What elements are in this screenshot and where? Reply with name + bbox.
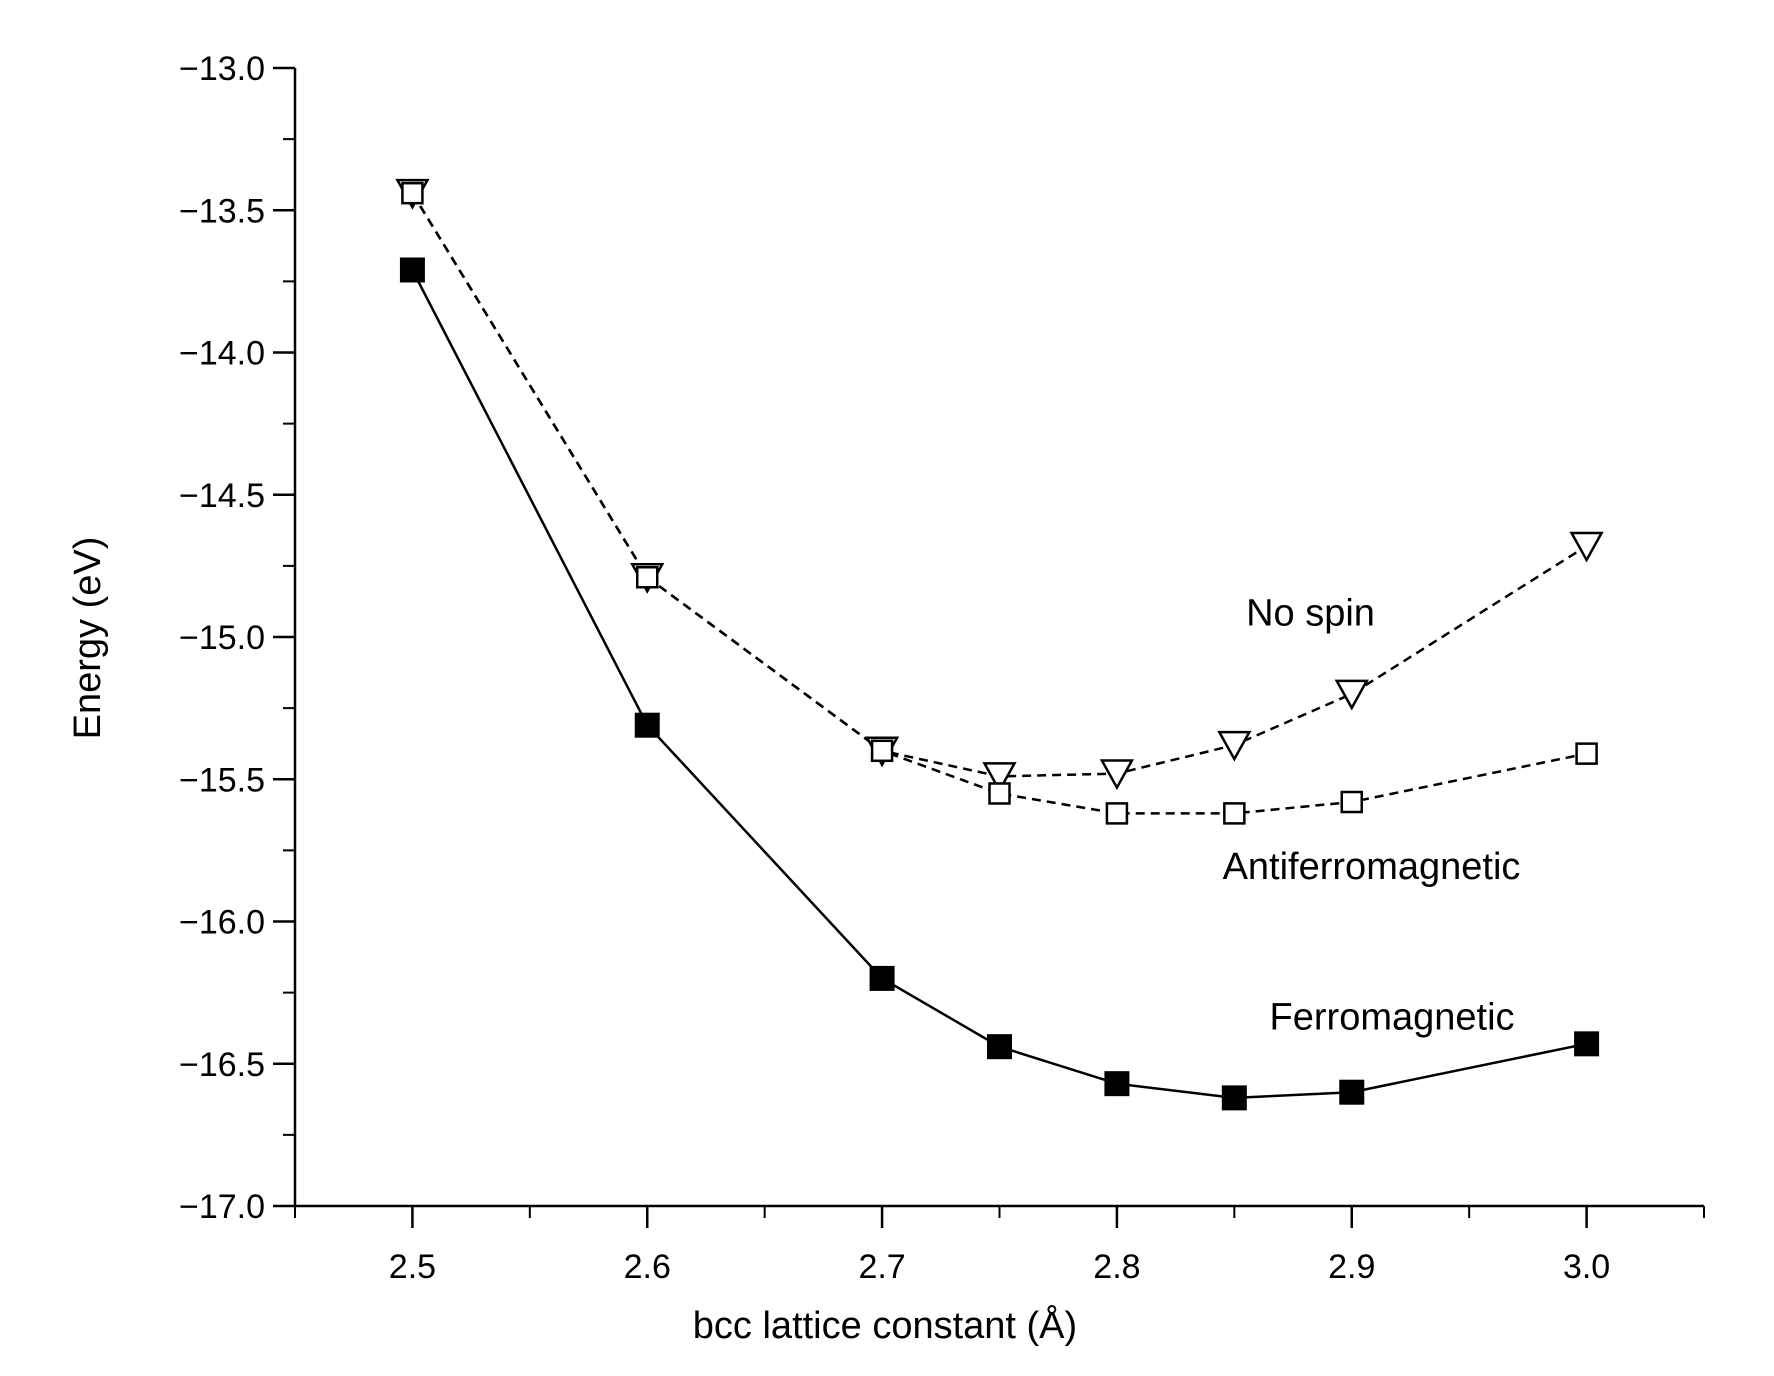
no-spin-point — [1099, 759, 1135, 791]
x-tick-label: 2.8 — [1093, 1248, 1140, 1286]
no-spin-point — [982, 762, 1017, 793]
ferromagnetic-point — [1221, 1085, 1247, 1111]
no-spin-point — [1569, 531, 1604, 563]
ferromagnetic-point — [1574, 1031, 1600, 1057]
y-tick-label: −16.5 — [179, 1046, 265, 1084]
ferromagnetic-point — [987, 1034, 1012, 1060]
x-tick-label: 2.5 — [389, 1248, 436, 1286]
antiferromagnetic-point — [870, 739, 894, 763]
x-tick-label: 3.0 — [1563, 1248, 1610, 1286]
y-tick-label: −15.5 — [179, 761, 265, 799]
y-tick-label: −13.0 — [179, 50, 265, 88]
antiferromagnetic-point — [401, 181, 424, 205]
antiferromagnetic-point — [1575, 742, 1598, 765]
y-tick-label: −15.0 — [179, 619, 265, 657]
antiferromagnetic-point — [988, 782, 1011, 805]
ferromagnetic-point — [1339, 1079, 1365, 1105]
axes: −13.0 −13.5 −14.0 −14.5 −15.0 −15.5 −16.0 −16.5… — [179, 50, 1705, 1286]
y-tick-label: −13.5 — [179, 192, 265, 230]
antiferromagnetic-point — [1340, 790, 1363, 814]
ferromagnetic-label: Ferromagnetic — [1270, 997, 1515, 1039]
series-markers — [395, 178, 1604, 1111]
x-tick-label: 2.6 — [624, 1248, 671, 1286]
x-tick-label: 2.7 — [858, 1248, 905, 1286]
ferromagnetic-point — [869, 965, 895, 991]
y-tick-label: −14.0 — [179, 335, 265, 373]
ferromagnetic-point — [1104, 1071, 1130, 1097]
y-tick-label: −14.5 — [179, 477, 265, 515]
ferromagnetic-point — [634, 712, 660, 738]
antiferromagnetic-line — [411, 192, 1587, 815]
x-axis-title: bcc lattice constant (Å) — [693, 1303, 1077, 1347]
antiferromagnetic-point — [1223, 802, 1246, 825]
no-spin-point — [1334, 679, 1369, 711]
ferromagnetic-line — [411, 269, 1587, 1100]
y-tick-label: −17.0 — [179, 1188, 265, 1226]
antiferromagnetic-point — [636, 566, 659, 589]
series-labels: No spin Antiferromagnetic Ferromagnetic — [1223, 593, 1521, 1039]
ferromagnetic-point — [399, 257, 425, 283]
y-axis-title: Energy (eV) — [67, 537, 109, 740]
x-tick-label: 2.9 — [1328, 1248, 1375, 1286]
no-spin-line — [411, 192, 1588, 778]
y-tick-label: −16.0 — [179, 904, 265, 942]
no-spin-label: No spin — [1246, 593, 1375, 635]
series-lines — [411, 192, 1588, 1100]
antiferromagnetic-point — [1105, 802, 1129, 825]
antiferromagnetic-label: Antiferromagnetic — [1223, 846, 1521, 888]
no-spin-point — [1217, 730, 1252, 762]
